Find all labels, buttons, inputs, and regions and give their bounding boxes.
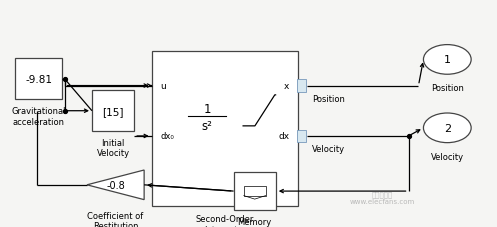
FancyBboxPatch shape — [297, 80, 306, 92]
Text: Coefficient of
Restitution: Coefficient of Restitution — [87, 211, 144, 227]
Text: Gravitational
acceleration: Gravitational acceleration — [11, 107, 66, 126]
FancyBboxPatch shape — [152, 52, 298, 207]
Text: Position: Position — [431, 84, 464, 93]
Polygon shape — [87, 170, 144, 200]
Text: Velocity: Velocity — [431, 152, 464, 161]
Ellipse shape — [423, 45, 471, 75]
Text: Second-Order
Integrator: Second-Order Integrator — [196, 215, 254, 227]
Text: 2: 2 — [444, 123, 451, 133]
Text: Initial
Velocity: Initial Velocity — [96, 138, 130, 158]
Text: dx: dx — [278, 132, 289, 141]
Text: 電子發燒友
www.elecfans.com: 電子發燒友 www.elecfans.com — [350, 191, 415, 204]
Text: Position: Position — [312, 94, 345, 103]
Text: dx₀: dx₀ — [161, 132, 174, 141]
Text: x: x — [284, 82, 289, 91]
Text: [15]: [15] — [102, 106, 124, 116]
FancyBboxPatch shape — [244, 186, 266, 196]
Text: 1: 1 — [204, 102, 211, 115]
FancyBboxPatch shape — [92, 91, 134, 132]
Ellipse shape — [423, 114, 471, 143]
Text: -9.81: -9.81 — [25, 74, 52, 84]
Text: u: u — [161, 82, 166, 91]
Text: -0.8: -0.8 — [106, 180, 125, 190]
Text: 1: 1 — [444, 55, 451, 65]
FancyBboxPatch shape — [15, 59, 62, 100]
Text: Velocity: Velocity — [312, 144, 345, 153]
FancyBboxPatch shape — [234, 173, 276, 210]
Text: Memory: Memory — [238, 217, 272, 226]
Text: s²: s² — [202, 119, 213, 132]
FancyBboxPatch shape — [297, 130, 306, 143]
